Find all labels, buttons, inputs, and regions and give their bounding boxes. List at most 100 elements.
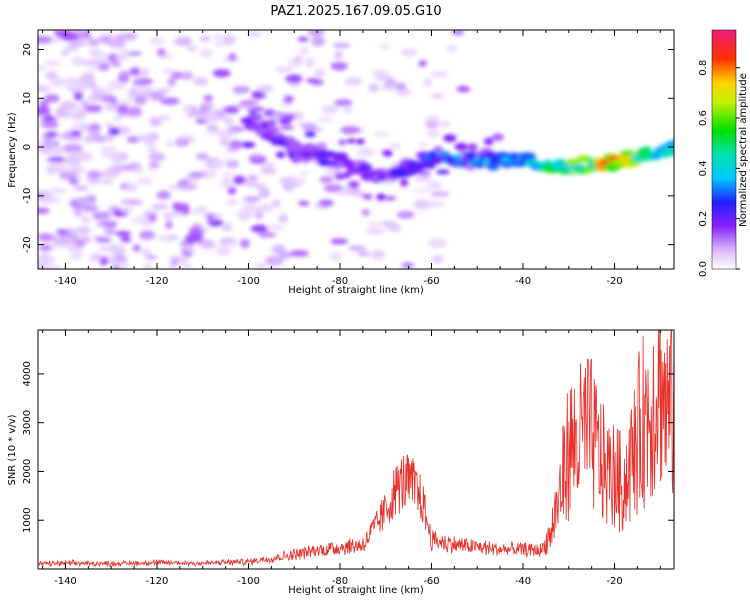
- heat-cell: [255, 208, 273, 212]
- heat-cell: [306, 78, 320, 83]
- heat-cell: [165, 220, 173, 229]
- spectrogram-panel: -140 -120 -100 -80 -60 -40 -20 -20-1001020 Hei…: [7, 27, 683, 296]
- heat-cell: [98, 63, 110, 71]
- heat-cell: [330, 239, 347, 244]
- heat-cell: [201, 242, 216, 249]
- heat-cell: [101, 179, 114, 185]
- heat-cell: [257, 204, 274, 208]
- colorbar-gradient: [712, 30, 736, 269]
- heat-cell: [70, 165, 85, 174]
- heat-cell: [91, 52, 109, 62]
- heat-cell: [182, 104, 192, 113]
- heat-cell: [179, 203, 190, 210]
- heat-cell: [334, 99, 352, 106]
- heat-cell: [305, 58, 314, 67]
- heat-cell: [71, 122, 91, 129]
- heat-cell: [294, 56, 303, 62]
- heat-cell: [74, 186, 88, 191]
- heat-cell: [81, 215, 90, 225]
- heat-cell: [348, 246, 366, 251]
- heat-cell: [267, 225, 285, 230]
- heat-cell: [149, 153, 166, 162]
- heat-cell: [331, 62, 348, 71]
- heat-cell: [401, 263, 414, 269]
- heat-cell: [275, 68, 293, 72]
- heat-cell: [84, 135, 95, 143]
- heat-cell: [61, 33, 80, 41]
- heat-cell: [254, 183, 267, 189]
- heat-cell: [60, 51, 69, 55]
- heat-cell: [165, 141, 173, 147]
- heat-cell: [44, 255, 55, 264]
- heat-cell: [358, 163, 372, 171]
- heat-cell: [414, 188, 430, 192]
- heat-cell: [492, 134, 504, 141]
- heat-cell: [52, 38, 61, 43]
- heat-cell: [484, 138, 493, 145]
- heat-cell: [206, 124, 218, 131]
- heat-cell: [383, 150, 393, 157]
- heat-cell: [108, 127, 120, 135]
- heat-cell: [396, 89, 413, 96]
- heat-cell: [106, 244, 125, 254]
- heat-cell: [181, 71, 193, 80]
- heat-cell: [298, 37, 309, 42]
- heat-cell: [289, 250, 309, 257]
- heat-cell: [55, 108, 66, 114]
- heat-cell: [298, 201, 309, 206]
- heat-cell: [128, 106, 141, 113]
- heat-cell: [427, 181, 442, 190]
- heat-cell: [250, 116, 260, 121]
- heat-cell: [199, 36, 210, 41]
- heat-cell: [334, 51, 342, 59]
- heat-cell: [356, 139, 365, 145]
- heat-cell: [69, 151, 83, 158]
- heat-cell: [171, 71, 182, 79]
- heat-cell: [242, 142, 256, 148]
- heat-cell: [166, 212, 185, 218]
- heat-cell: [227, 187, 236, 195]
- heat-cell: [278, 214, 288, 223]
- heat-cell: [170, 259, 179, 266]
- heat-cell: [65, 243, 78, 252]
- heat-cell: [227, 199, 238, 204]
- heat-cell: [109, 41, 127, 48]
- heat-cell: [44, 60, 61, 65]
- heat-cell: [135, 85, 154, 89]
- heat-cell: [285, 74, 302, 83]
- heat-cell: [45, 115, 53, 122]
- heat-cell: [426, 115, 439, 124]
- heat-cell: [419, 171, 431, 176]
- heat-cell: [148, 146, 158, 153]
- heat-cell: [280, 251, 292, 258]
- heat-cell: [35, 190, 52, 195]
- heat-cell: [134, 95, 147, 105]
- heat-cell: [75, 227, 91, 235]
- heat-cell: [132, 244, 141, 252]
- heat-cell: [143, 263, 152, 272]
- heat-cell: [419, 143, 427, 148]
- heat-cell: [72, 56, 84, 65]
- heat-cell: [424, 78, 432, 86]
- heat-cell: [362, 194, 373, 200]
- heat-cell: [103, 88, 113, 96]
- heat-cell: [183, 245, 195, 251]
- x-tick-label: -40: [515, 576, 531, 587]
- heat-cell: [139, 230, 155, 240]
- heat-cell: [280, 126, 294, 130]
- snr-y-label: SNR (10 * v/v): [7, 414, 18, 485]
- heat-cell: [432, 255, 444, 263]
- heat-cell: [88, 38, 99, 47]
- heat-cell: [103, 104, 114, 111]
- heat-cell: [92, 212, 111, 220]
- chart-title: PAZ1.2025.167.09.05.G10: [270, 4, 441, 19]
- colorbar: 0.00.20.40.60.8 Normalized spectral ampl…: [698, 30, 749, 277]
- x-tick-label: -60: [423, 276, 439, 287]
- heat-cell: [149, 37, 164, 45]
- x-tick-label: -100: [237, 576, 260, 587]
- heat-cell: [43, 265, 62, 271]
- heat-cell: [100, 151, 119, 158]
- x-tick-label: -60: [423, 576, 439, 587]
- heat-cell: [119, 105, 127, 110]
- heat-cell: [72, 137, 83, 142]
